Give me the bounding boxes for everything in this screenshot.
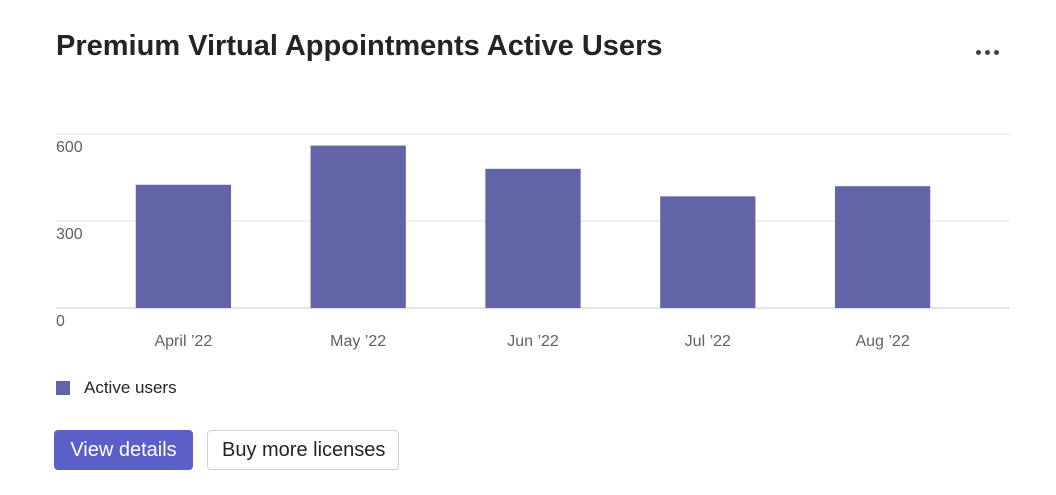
chart-legend: Active users: [56, 378, 177, 398]
view-details-button[interactable]: View details: [54, 430, 193, 470]
more-options-button[interactable]: [966, 36, 1008, 68]
bar-chart: 0 300 600 April ’22 May ’22 Jun ’22 Jul ’22 Aug…: [56, 133, 1010, 350]
card-title: Premium Virtual Appointments Active User…: [56, 30, 663, 62]
bar: [834, 186, 931, 308]
y-tick-label: 0: [56, 313, 65, 330]
x-tick-label: April ’22: [154, 333, 212, 350]
bar: [660, 196, 756, 308]
bar: [485, 168, 581, 308]
y-tick-label: 300: [56, 226, 83, 243]
bar: [310, 145, 406, 308]
x-tick-label: Jun ’22: [507, 333, 559, 350]
legend-swatch: [56, 381, 70, 395]
x-tick-label: Aug ’22: [855, 333, 909, 350]
x-tick-label: May ’22: [330, 333, 386, 350]
y-tick-label: 600: [56, 139, 83, 156]
buy-more-licenses-button[interactable]: Buy more licenses: [207, 430, 399, 470]
bar: [135, 184, 232, 308]
more-dot: [984, 49, 990, 55]
more-horizontal-icon: [975, 49, 981, 55]
x-tick-label: Jul ’22: [685, 333, 731, 350]
more-dot: [993, 49, 999, 55]
legend-label: Active users: [84, 378, 177, 397]
